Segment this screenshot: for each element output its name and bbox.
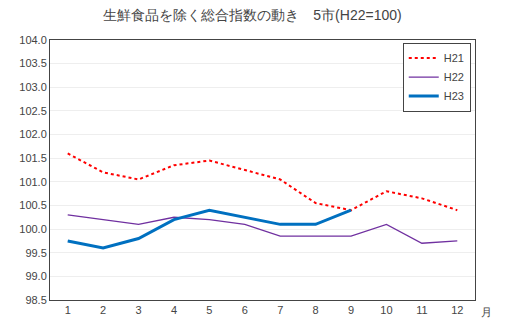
svg-text:月: 月 xyxy=(481,306,492,318)
svg-text:7: 7 xyxy=(277,304,283,316)
svg-text:9: 9 xyxy=(348,304,354,316)
svg-text:102.5: 102.5 xyxy=(19,105,47,117)
svg-text:6: 6 xyxy=(242,304,248,316)
svg-text:2: 2 xyxy=(100,304,106,316)
svg-text:101.5: 101.5 xyxy=(19,152,47,164)
svg-text:3: 3 xyxy=(135,304,141,316)
svg-text:1: 1 xyxy=(65,304,71,316)
svg-text:H22: H22 xyxy=(444,71,464,83)
svg-text:12: 12 xyxy=(451,304,463,316)
svg-text:H23: H23 xyxy=(444,90,464,102)
svg-text:H21: H21 xyxy=(444,52,464,64)
svg-text:99.5: 99.5 xyxy=(25,247,46,259)
svg-text:103.5: 103.5 xyxy=(19,57,47,69)
svg-text:生鮮食品を除く総合指数の動き 5市(H22=100): 生鮮食品を除く総合指数の動き 5市(H22=100) xyxy=(103,7,401,23)
svg-text:100.5: 100.5 xyxy=(19,199,47,211)
svg-text:100.0: 100.0 xyxy=(19,223,47,235)
svg-text:5: 5 xyxy=(206,304,212,316)
svg-text:104.0: 104.0 xyxy=(19,34,47,46)
svg-text:101.0: 101.0 xyxy=(19,176,47,188)
svg-text:10: 10 xyxy=(380,304,392,316)
svg-text:4: 4 xyxy=(171,304,177,316)
svg-text:99.0: 99.0 xyxy=(25,270,46,282)
svg-text:98.5: 98.5 xyxy=(25,294,46,306)
svg-text:11: 11 xyxy=(416,304,427,316)
svg-text:102.0: 102.0 xyxy=(19,128,47,140)
svg-text:8: 8 xyxy=(313,304,319,316)
svg-text:103.0: 103.0 xyxy=(19,81,47,93)
